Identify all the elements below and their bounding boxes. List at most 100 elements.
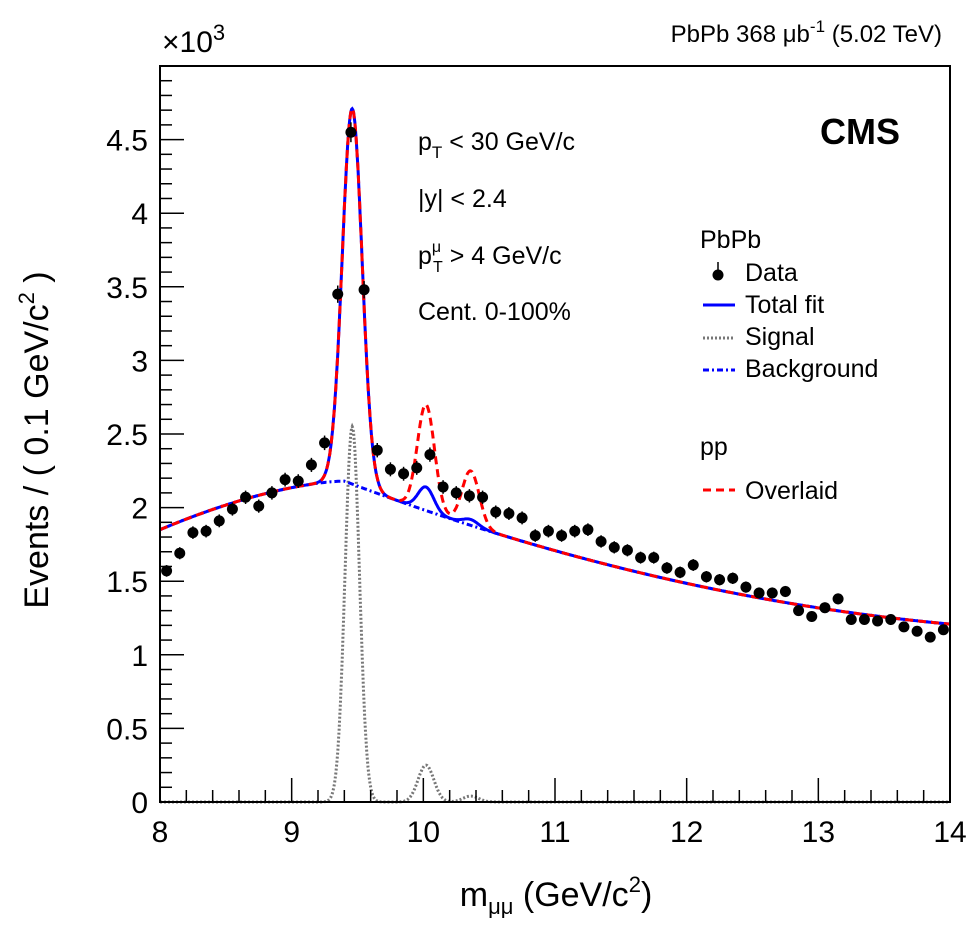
y-tick-label: 2.5 xyxy=(106,419,148,452)
data-point xyxy=(358,284,370,296)
x-axis-label: mμμ (GeV/c2) xyxy=(460,872,653,919)
data-point xyxy=(161,565,173,577)
data-point xyxy=(885,613,897,625)
y-tick-label: 2 xyxy=(131,493,148,526)
data-point xyxy=(806,611,818,623)
data-point xyxy=(371,444,383,456)
x-tick-label: 14 xyxy=(933,816,966,849)
legend-title-pp: pp xyxy=(700,433,728,461)
axis-ticks xyxy=(159,65,951,803)
data-point xyxy=(319,437,331,449)
legend-signal-label: Signal xyxy=(745,323,815,351)
x-tick-label: 11 xyxy=(539,816,570,849)
data-point xyxy=(648,552,660,564)
data-point xyxy=(253,500,265,512)
data-point xyxy=(213,515,225,527)
data-point xyxy=(411,462,423,474)
data-point xyxy=(845,613,857,625)
data-point xyxy=(898,621,910,633)
data-point xyxy=(674,566,686,578)
annotation-centrality: Cent. 0-100% xyxy=(418,298,571,326)
legend-total-label: Total fit xyxy=(745,291,824,319)
data-point xyxy=(463,490,475,502)
annotation-pt: pT < 30 GeV/c xyxy=(418,128,575,162)
header-luminosity: PbPb 368 μb-1 (5.02 TeV) xyxy=(671,17,942,48)
data-point xyxy=(490,506,502,518)
data-point xyxy=(266,487,278,499)
data-point xyxy=(608,541,620,553)
legend-data-label: Data xyxy=(745,259,798,287)
legend-title-pbpb: PbPb xyxy=(700,226,761,254)
y-tick-label: 1 xyxy=(131,640,148,673)
data-point xyxy=(200,525,212,537)
data-point xyxy=(556,530,568,542)
y-tick-label: 4.5 xyxy=(106,125,148,158)
data-point xyxy=(832,593,844,605)
data-point xyxy=(740,581,752,593)
data-point xyxy=(753,587,765,599)
data-point xyxy=(398,468,410,480)
data-point xyxy=(279,474,291,486)
plot-frame xyxy=(159,65,951,803)
data-point xyxy=(582,524,594,536)
data-point xyxy=(793,605,805,617)
data-point xyxy=(858,613,870,625)
data-point xyxy=(226,503,238,515)
data-point xyxy=(687,559,699,571)
annotation-ptmu: pμ T > 4 GeV/c xyxy=(418,239,562,276)
data-point xyxy=(872,615,884,627)
data-point xyxy=(700,571,712,583)
data-point xyxy=(332,288,344,300)
legend-data-marker xyxy=(712,269,724,281)
plot-area xyxy=(159,106,950,804)
data-point xyxy=(292,475,304,487)
data-point xyxy=(187,527,199,539)
x-tick-label: 12 xyxy=(670,816,703,849)
data-point xyxy=(937,624,949,636)
x-tick-label: 13 xyxy=(802,816,835,849)
tick-labels: 8 9 10 11 12 13 14 0 0.5 1 1.5 2 2.5 3 3.5 4 4.5 xyxy=(106,125,966,849)
data-point xyxy=(635,552,647,564)
x-tick-label: 9 xyxy=(283,816,300,849)
data-point xyxy=(714,574,726,586)
data-point xyxy=(911,625,923,637)
overlaid-curve xyxy=(159,106,950,626)
data-point xyxy=(766,587,778,599)
data-point xyxy=(305,459,317,471)
y-tick-label: 3 xyxy=(131,345,148,378)
data-point xyxy=(345,126,357,138)
data-point xyxy=(424,449,436,461)
legend: PbPb Data Total fit Signal Background pp… xyxy=(700,226,878,505)
data-point xyxy=(727,572,739,584)
data-point xyxy=(503,507,515,519)
y-tick-label: 3.5 xyxy=(106,272,148,305)
x-tick-label: 8 xyxy=(152,816,169,849)
y-exponent: ×103 xyxy=(162,20,225,59)
data-point xyxy=(529,530,541,542)
data-point xyxy=(595,535,607,547)
data-point xyxy=(542,525,554,537)
data-point xyxy=(384,463,396,475)
y-tick-label: 0 xyxy=(131,787,148,820)
data-point xyxy=(450,487,462,499)
data-point xyxy=(569,525,581,537)
legend-overlaid-label: Overlaid xyxy=(745,477,838,505)
data-point xyxy=(819,602,831,614)
y-axis-label: Events / ( 0.1 GeV/c2 ) xyxy=(14,271,56,608)
data-point xyxy=(174,547,186,559)
data-point xyxy=(924,631,936,643)
data-point xyxy=(437,481,449,493)
data-point xyxy=(621,544,633,556)
data-point xyxy=(240,491,252,503)
x-tick-label: 10 xyxy=(407,816,440,849)
y-tick-label: 4 xyxy=(131,198,148,231)
y-tick-label: 1.5 xyxy=(106,566,148,599)
data-point xyxy=(477,491,489,503)
data-point xyxy=(516,512,528,524)
data-point xyxy=(661,562,673,574)
experiment-label: CMS xyxy=(820,111,900,152)
legend-background-label: Background xyxy=(745,355,878,383)
data-point xyxy=(779,586,791,598)
annotation-rapidity: |y| < 2.4 xyxy=(418,185,507,213)
